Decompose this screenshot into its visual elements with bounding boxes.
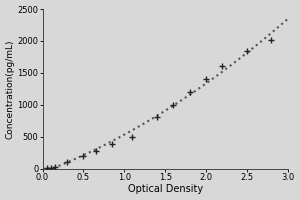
X-axis label: Optical Density: Optical Density — [128, 184, 203, 194]
Y-axis label: Concentration(pg/mL): Concentration(pg/mL) — [6, 39, 15, 139]
